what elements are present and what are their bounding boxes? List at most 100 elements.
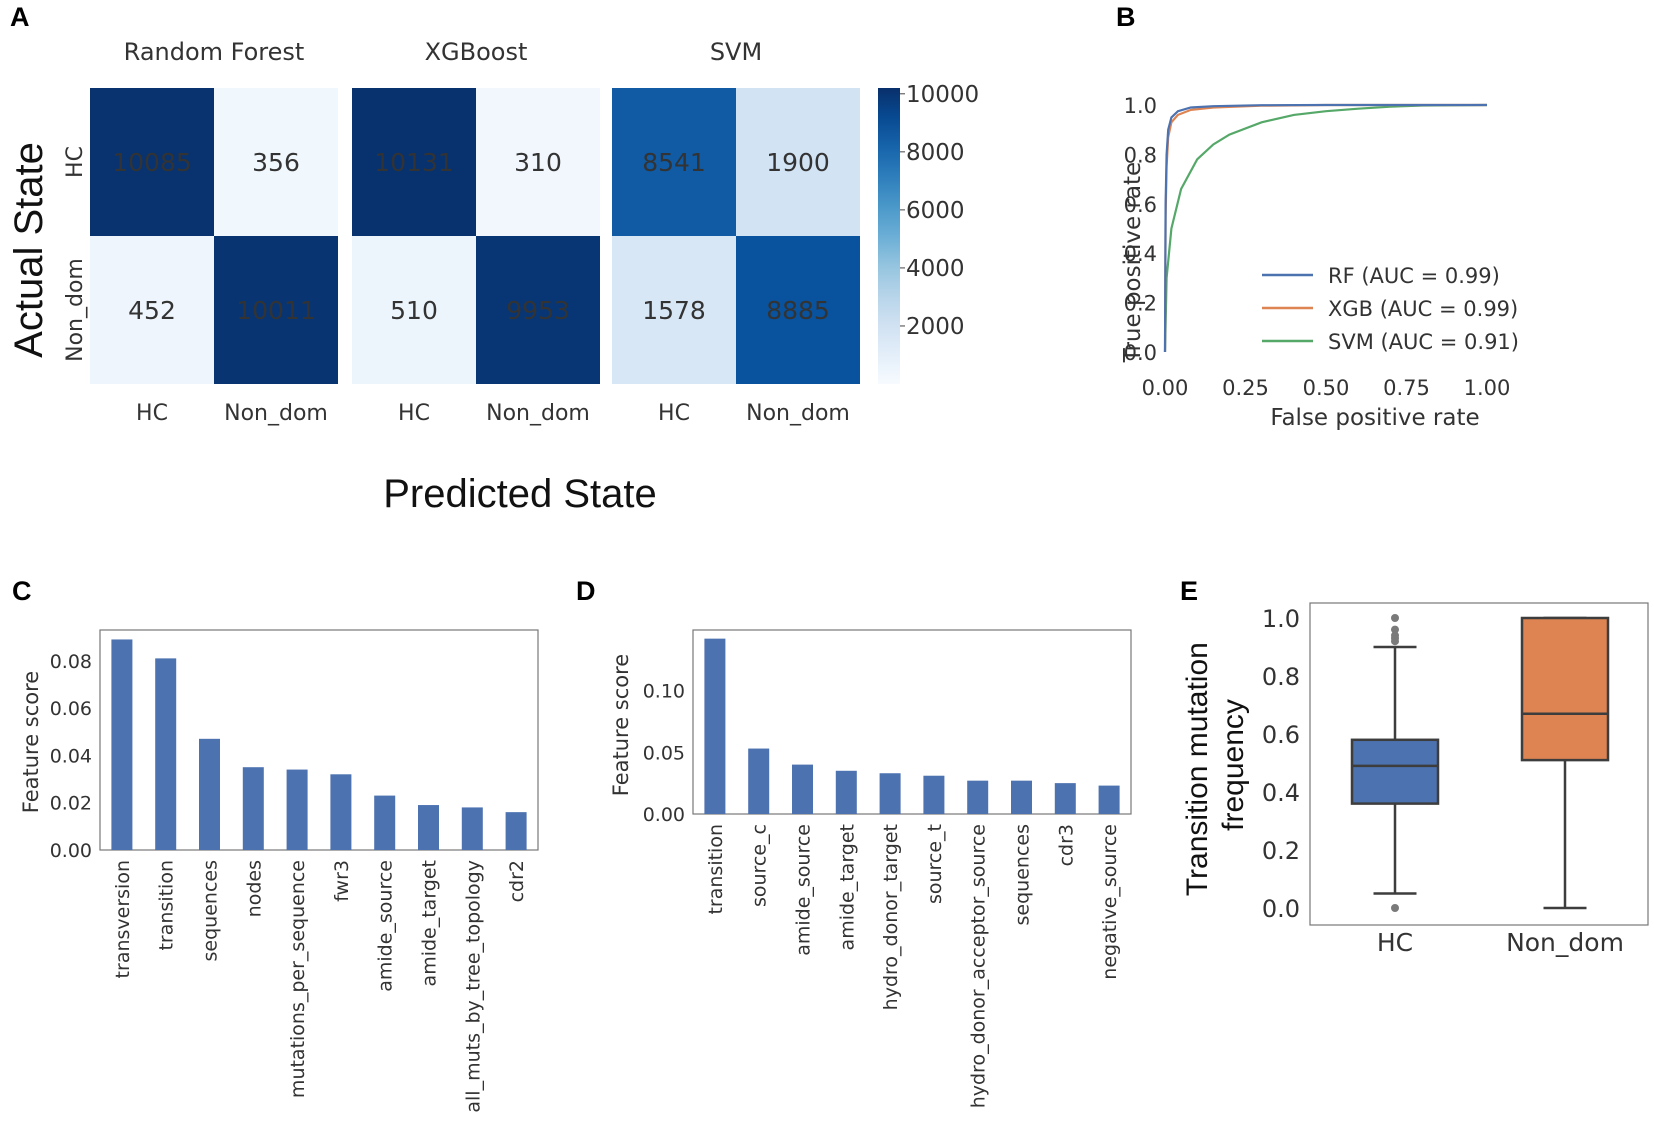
bar [199,738,220,850]
confusion-matrix-0: Random Forest 10085 356 452 10011 HC Non_dom HC… [63,38,338,426]
ytick-label: 0.05 [643,742,685,764]
xtick-label: amide_source [375,860,397,992]
bar [374,795,396,850]
plot-frame [99,629,539,851]
matrix-cell-value: 10011 [236,296,316,325]
box-plot-e: 0.0 0.2 0.4 0.6 0.8 1.0 HC Non_dom [1262,602,1649,957]
bar [792,764,813,814]
bar-chart-d: 0.00 0.05 0.10 transition source_c amide_sour… [643,629,1132,1108]
xtick-label: amide_target [419,860,441,986]
colorbar-gradient [878,88,900,384]
box-body [1350,738,1440,805]
matrix-cell [736,88,860,236]
box-ytick-label: 0.4 [1262,779,1300,807]
box-outlier [1391,631,1399,640]
matrix-cell [214,236,338,384]
matrix-row-label: Non_dom [63,258,88,362]
roc-legend-label: SVM (AUC = 0.91) [1328,330,1519,354]
matrix-cell-value: 10085 [112,148,192,177]
roc-ytick-label: 0.0 [1124,341,1157,365]
roc-legend-label: XGB (AUC = 0.99) [1328,297,1518,321]
roc-xtick-label: 0.50 [1303,376,1350,400]
ytick-label: 0.06 [50,698,92,720]
boxplot-panel-e: Transition mutation frequency 0.00.20.40… [1181,602,1649,957]
box-ytick-label: 0.8 [1262,663,1300,691]
feature-ylabel-d: Feature score [609,654,633,796]
bar [704,638,726,814]
roc-ytick-label: 0.6 [1124,193,1157,217]
bar [1098,785,1120,814]
xtick-label: nodes [243,860,265,917]
xtick-label: amide_target [836,824,858,950]
xtick-label: source_t [924,824,946,904]
matrix-cell [476,88,600,236]
colorbar-tick-label: 8000 [906,140,965,166]
matrix-col-label: HC [398,401,430,426]
matrix-cell [736,236,860,384]
box-outlier [1391,625,1399,634]
matrix-row-label: HC [63,146,88,178]
bar-chart-c: 0.00 0.02 0.04 0.06 0.08 transversion transiti… [50,629,539,1113]
box-ylabel-line-1: Transition mutation [1181,642,1214,896]
plot-frame [1309,602,1649,926]
matrix-title: Random Forest [124,38,305,66]
panel-label-b: B [1116,2,1136,32]
colorbar: 10000 8000 6000 4000 2000 [878,82,979,384]
xtick-label: sequences [1012,824,1034,925]
box-outlier [1391,614,1399,622]
colorbar-tick-label: 6000 [906,198,965,224]
ytick-label: 0.10 [643,681,685,703]
box-ytick-label: 1.0 [1262,605,1300,633]
xtick-label: source_c [749,824,771,907]
feature-score-panel-d: Feature score 0.00 0.05 0.10 transition sour… [609,629,1132,1108]
panel-label-c: C [12,576,32,606]
matrix-title: XGBoost [425,38,528,66]
matrix-cell-value: 310 [514,148,562,177]
bar [418,805,439,850]
matrix-col-label: HC [658,401,690,426]
matrix-cell [90,236,214,384]
panel-label-e: E [1180,576,1198,606]
confusion-matrices-panel: Actual State Predicted State Random Fore… [7,38,979,516]
panel-label-a: A [10,2,30,32]
roc-line-0 [1163,103,1487,353]
colorbar-tick-label: 10000 [906,82,979,108]
box-xtick-label: HC [1377,928,1413,957]
panel-label-d: D [576,576,596,606]
matrix-cell-value: 452 [128,296,176,325]
matrix-cell [90,88,214,236]
box-group-1: Non_dom [1506,616,1624,957]
roc-legend-label: RF (AUC = 0.99) [1328,264,1500,288]
matrix-cell-value: 1578 [642,296,706,325]
confusion-ylabel: Actual State [7,142,51,358]
box-xtick-label: Non_dom [1506,928,1624,957]
bar [242,767,264,850]
xtick-label: fwr3 [331,860,353,902]
roc-xtick-label: 1.00 [1464,376,1511,400]
matrix-cell-value: 8541 [642,148,706,177]
roc-xtick-label: 0.25 [1222,376,1269,400]
matrix-cell-value: 10131 [374,148,454,177]
bar [1011,780,1032,814]
xtick-label: negative_source [1099,824,1121,980]
xtick-label: cdr3 [1055,824,1077,866]
matrix-cell-value: 1900 [766,148,830,177]
ytick-label: 0.00 [50,840,92,862]
xtick-label: hydro_donor_acceptor_source [968,824,990,1108]
xtick-label: transversion [112,860,134,978]
xtick-label: transition [156,860,178,951]
matrix-cell [612,236,736,384]
xtick-label: sequences [200,860,222,961]
matrix-cell-value: 8885 [766,296,830,325]
bar [967,780,989,814]
matrix-cell [352,88,476,236]
xtick-label: cdr2 [506,860,528,902]
matrix-cell [352,236,476,384]
matrix-cell-value: 9953 [506,296,570,325]
colorbar-tick-label: 4000 [906,256,965,282]
ytick-label: 0.00 [643,804,685,826]
roc-xtick-label: 0.00 [1142,376,1189,400]
box-body [1520,616,1610,762]
matrix-cell-value: 356 [252,148,300,177]
